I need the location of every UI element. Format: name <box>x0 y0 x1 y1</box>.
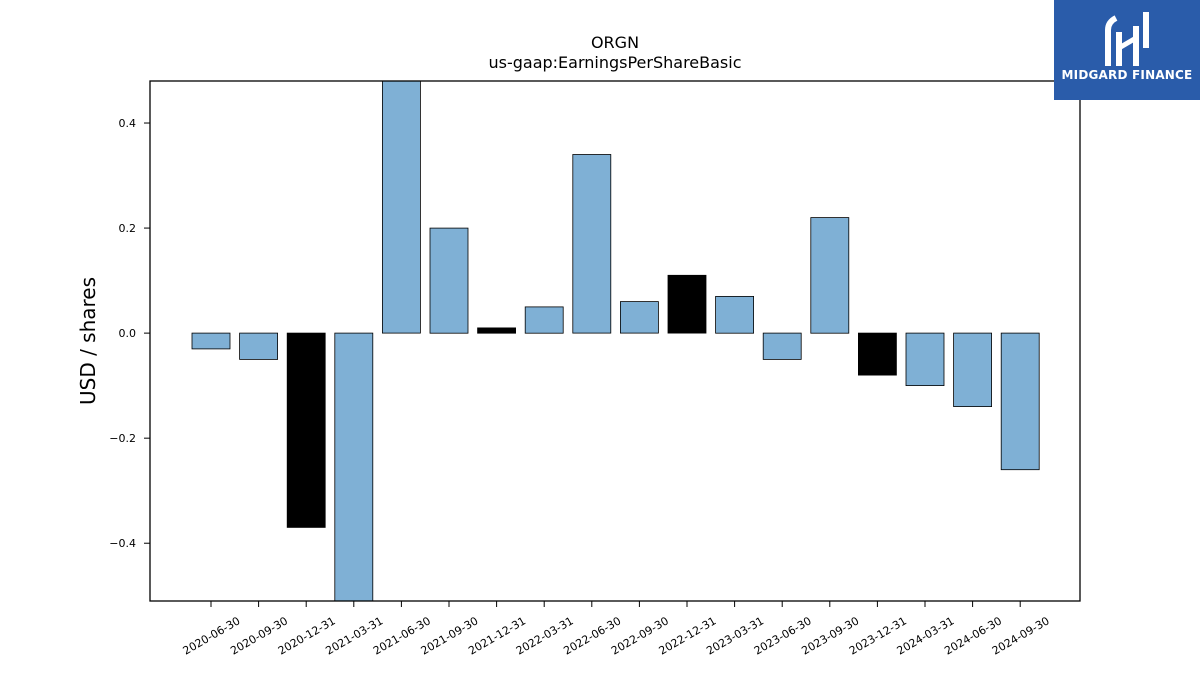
bar-2022-06-30 <box>572 154 612 334</box>
bar-2022-12-31 <box>667 274 707 334</box>
logo-text: MIDGARD FINANCE <box>1061 68 1193 82</box>
bar-2023-06-30 <box>762 332 802 360</box>
midgard-logo-icon <box>1105 12 1149 66</box>
chart-title: ORGN <box>591 33 639 52</box>
bar-2023-09-30 <box>810 217 850 334</box>
bar-2020-09-30 <box>239 332 279 360</box>
bar-2024-03-31 <box>905 332 945 387</box>
y-axis-ticks: 0.4 0.2 0.0 −0.2 −0.4 <box>109 117 150 550</box>
bar-2023-12-31 <box>858 332 897 376</box>
y-tick-label: −0.2 <box>109 432 136 445</box>
bar-2021-12-31 <box>477 327 517 334</box>
bar-2020-06-30 <box>191 332 231 350</box>
y-tick-label: −0.4 <box>109 537 136 550</box>
y-tick-label: 0.0 <box>119 327 137 340</box>
x-axis-ticks: 2020-06-302020-09-302020-12-312021-03-31… <box>181 601 1052 658</box>
chart-subtitle: us-gaap:EarningsPerShareBasic <box>488 53 741 72</box>
bar-2021-09-30 <box>429 227 469 334</box>
bar-2024-06-30 <box>953 332 992 408</box>
bar-2023-03-31 <box>715 295 754 334</box>
bar-2021-06-30 <box>381 80 421 334</box>
bar-2021-03-31 <box>334 332 374 602</box>
plot-frame <box>149 80 1081 602</box>
y-tick-label: 0.4 <box>119 117 137 130</box>
bar-2020-12-31 <box>286 332 326 528</box>
bars <box>191 80 1040 602</box>
bar-2022-03-31 <box>524 306 564 334</box>
bar-2022-09-30 <box>620 301 659 334</box>
brand-logo: MIDGARD FINANCE <box>1054 0 1200 100</box>
bar-2024-09-30 <box>1000 332 1040 471</box>
y-axis-label: USD / shares <box>76 277 100 405</box>
y-tick-label: 0.2 <box>119 222 137 235</box>
